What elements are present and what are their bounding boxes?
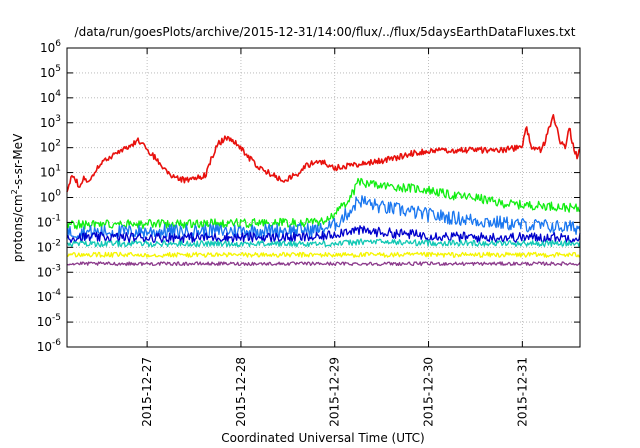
y-tick-label: 10-4 xyxy=(37,288,62,304)
x-tick-label: 2015-12-30 xyxy=(422,357,436,427)
y-tick-label: 105 xyxy=(40,64,61,80)
y-tick-label: 10-3 xyxy=(37,263,61,279)
x-tick-label: 2015-12-28 xyxy=(234,357,248,427)
y-tick-label: 10-2 xyxy=(37,238,61,254)
series-line-6 xyxy=(66,251,581,258)
x-tick-label: 2015-12-31 xyxy=(515,357,529,427)
y-tick-label: 10-1 xyxy=(37,213,61,229)
series-line-2 xyxy=(66,177,581,230)
y-axis-title: protons/cm2-s-sr-MeV xyxy=(10,133,25,262)
grid xyxy=(67,48,580,347)
series-group xyxy=(66,113,581,267)
plot-frame xyxy=(66,47,581,348)
series-line-5 xyxy=(66,238,581,248)
y-tick-label: 104 xyxy=(40,89,61,105)
axis-ticks: 10-6 10-5 10-4 10-3 10-2 10-1 100 101 102 103 104 1… xyxy=(37,39,580,427)
y-tick-label: 106 xyxy=(40,39,61,55)
chart-title: /data/run/goesPlots/archive/2015-12-31/1… xyxy=(75,25,576,39)
series-line-7 xyxy=(66,261,581,267)
y-tick-label: 10-5 xyxy=(37,313,61,329)
y-tick-label: 10-6 xyxy=(37,338,62,354)
y-tick-label: 100 xyxy=(40,189,61,205)
x-tick-label: 2015-12-27 xyxy=(140,357,154,427)
y-tick-label: 102 xyxy=(40,139,61,155)
x-axis-title: Coordinated Universal Time (UTC) xyxy=(221,431,424,445)
y-tick-label: 103 xyxy=(40,114,61,130)
series-line-1 xyxy=(66,113,581,193)
x-tick-label: 2015-12-29 xyxy=(328,357,342,427)
series-line-3 xyxy=(66,195,581,240)
y-tick-label: 101 xyxy=(40,164,61,180)
